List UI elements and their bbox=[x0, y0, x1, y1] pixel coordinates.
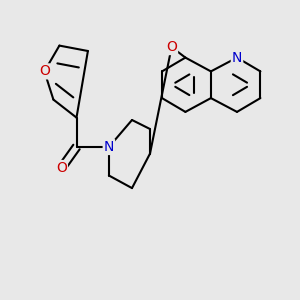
Text: O: O bbox=[39, 64, 50, 78]
Text: O: O bbox=[166, 40, 177, 54]
Text: O: O bbox=[56, 161, 67, 175]
Text: N: N bbox=[232, 51, 242, 64]
Text: N: N bbox=[104, 140, 114, 154]
